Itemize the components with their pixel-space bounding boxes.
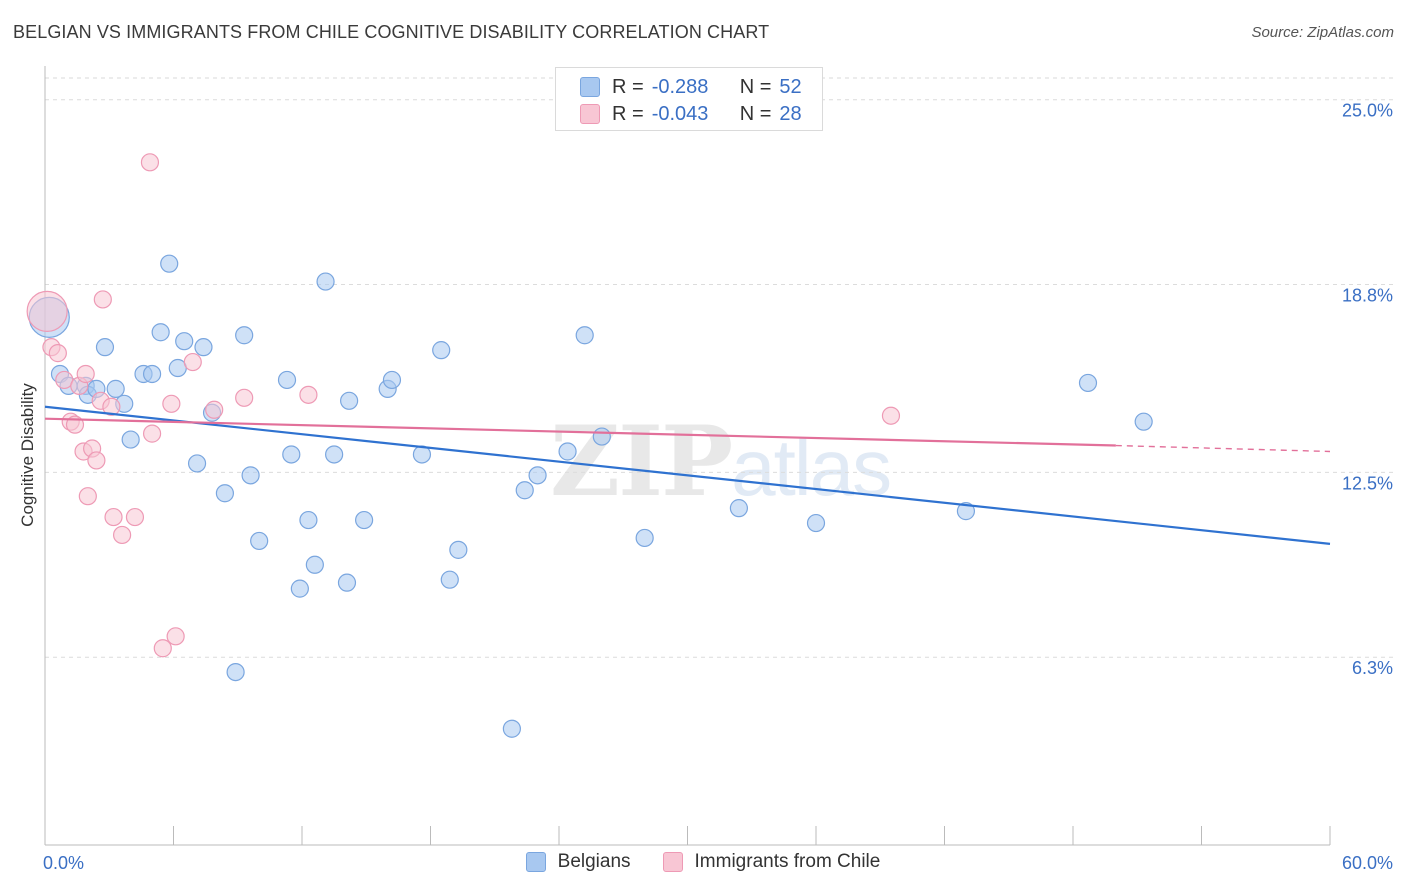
belgians-point <box>235 326 254 345</box>
legend-r-value: -0.043 <box>651 102 709 125</box>
belgians-trendline <box>44 405 1331 545</box>
belgians-point <box>160 254 179 273</box>
belgians-point <box>325 445 344 464</box>
belgians-point <box>558 442 577 461</box>
chile-point <box>102 397 121 416</box>
belgians-point <box>215 484 234 503</box>
belgians-point <box>449 540 468 559</box>
belgians-point <box>1078 373 1098 393</box>
belgians-point <box>337 573 357 592</box>
legend-swatch-chile <box>580 104 600 124</box>
chile-point <box>153 639 172 658</box>
belgians-point <box>305 555 324 574</box>
chile-point <box>235 388 254 407</box>
chile-point <box>93 290 112 309</box>
y-tick-label: 18.8% <box>1342 286 1393 306</box>
belgians-point <box>142 364 162 384</box>
belgians-point <box>299 510 318 530</box>
chile-point <box>166 627 185 646</box>
legend-n-value: 28 <box>779 102 802 125</box>
belgians-point <box>194 338 213 357</box>
belgians-point <box>277 370 297 390</box>
legend-label-belgians: Belgians <box>557 851 631 872</box>
legend-item-chile: Immigrants from Chile <box>662 851 881 873</box>
belgians-point <box>575 326 594 345</box>
chile-point <box>87 451 106 470</box>
belgians-point <box>340 391 359 410</box>
belgians-point <box>528 466 547 485</box>
chile-point <box>26 290 68 332</box>
chile-point <box>78 487 97 506</box>
legend-n-value: 52 <box>779 75 802 98</box>
chile-point <box>76 364 95 384</box>
y-axis-label: Cognitive Disability <box>18 383 37 527</box>
source-label: Source: ZipAtlas.com <box>1251 24 1394 41</box>
belgians-point <box>187 454 207 473</box>
legend-n-label: N = <box>739 102 772 125</box>
belgians-point <box>806 513 826 533</box>
chile-trendline <box>44 417 1116 447</box>
belgians-point <box>95 338 115 357</box>
legend-n-label: N = <box>739 75 772 98</box>
belgians-point <box>382 370 402 390</box>
legend-item-belgians: Belgians <box>525 851 631 873</box>
legend-swatch-chile <box>662 852 683 872</box>
belgians-point <box>290 579 309 598</box>
belgians-point <box>106 379 125 398</box>
watermark-zip: ZIP <box>550 405 733 518</box>
belgians-point <box>502 719 521 738</box>
correlation-legend: R = -0.288 N = 52 R = -0.043 N = 28 <box>555 67 823 131</box>
x-tick-label: 0.0% <box>43 853 84 873</box>
legend-row-chile: R = -0.043 N = 28 <box>556 100 802 128</box>
belgians-point <box>440 570 459 589</box>
y-tick-label: 12.5% <box>1342 473 1393 493</box>
belgians-point <box>121 430 140 449</box>
chile-point <box>104 507 123 527</box>
belgians-point <box>282 445 301 464</box>
legend-row-belgians: R = -0.288 N = 52 <box>556 73 802 101</box>
belgians-point <box>592 427 611 446</box>
legend-label-chile: Immigrants from Chile <box>694 851 881 872</box>
watermark: ZIPatlas <box>550 405 892 518</box>
chile-trendline-extension <box>1115 444 1331 453</box>
series-legend: Belgians Immigrants from Chile <box>0 851 1406 873</box>
legend-r-label: R = <box>612 75 644 98</box>
chile-point <box>205 400 224 419</box>
chile-point <box>183 352 202 372</box>
x-tick-label: 60.0% <box>1342 853 1393 873</box>
chile-point <box>48 344 67 363</box>
belgians-point <box>250 531 269 551</box>
y-tick-label: 25.0% <box>1342 101 1393 121</box>
legend-swatch-belgians <box>525 852 546 872</box>
y-tick-label: 6.3% <box>1352 658 1393 678</box>
legend-r-value: -0.288 <box>651 75 709 98</box>
belgians-point <box>151 323 170 342</box>
belgians-point <box>515 481 534 500</box>
belgians-point <box>241 466 260 485</box>
chile-point <box>881 406 901 425</box>
belgians-point <box>432 341 451 360</box>
chart-title: BELGIAN VS IMMIGRANTS FROM CHILE COGNITI… <box>13 22 770 42</box>
belgians-point <box>355 510 374 530</box>
belgians-point <box>316 272 335 291</box>
chile-point <box>112 525 132 545</box>
belgians-point <box>956 502 976 521</box>
belgians-point <box>175 332 194 351</box>
belgians-point <box>1134 412 1153 431</box>
belgians-point <box>729 499 749 518</box>
chile-point <box>299 385 318 404</box>
legend-swatch-belgians <box>580 77 600 97</box>
chile-point <box>140 153 160 172</box>
chile-point <box>162 394 181 413</box>
chile-point <box>125 507 145 527</box>
belgians-point <box>226 662 245 682</box>
chile-point <box>142 424 162 443</box>
belgians-point <box>635 528 654 548</box>
legend-r-label: R = <box>612 102 644 125</box>
